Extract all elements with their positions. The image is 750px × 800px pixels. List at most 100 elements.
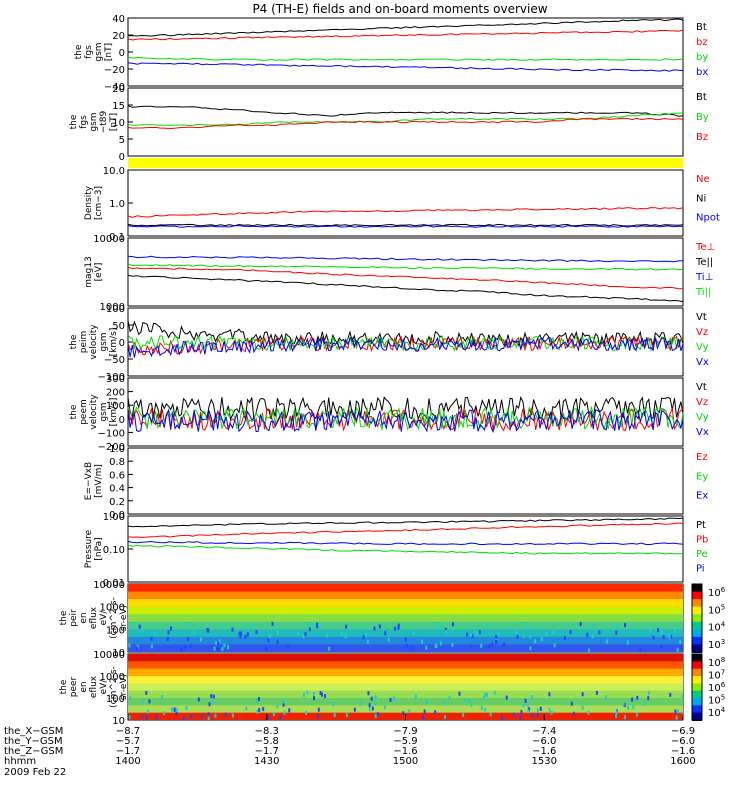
heatmap-band [128, 668, 683, 677]
colorbar-segment [692, 644, 702, 653]
heatmap-cell [186, 636, 189, 641]
heatmap-cell [317, 714, 320, 719]
y-tick-label: 10000 [93, 580, 125, 591]
heatmap-cell [657, 628, 660, 633]
heatmap-cell [359, 701, 362, 706]
legend-entry: Vz [696, 327, 708, 338]
y-tick-label: −100 [98, 372, 125, 383]
heatmap-cell [148, 699, 151, 704]
series-line-by [127, 56, 684, 61]
heatmap-cell [135, 646, 138, 651]
heatmap-cell [167, 630, 170, 635]
panel-4: 100 50 0 −50 −100 the peim velocity gsm [km/s] Vt V… [69, 304, 709, 383]
y-tick-label: 1.0 [109, 199, 125, 210]
heatmap-cell [636, 695, 639, 700]
heatmap-cell [271, 621, 274, 626]
heatmap-cell [250, 624, 253, 629]
heatmap-cell [265, 646, 268, 651]
legend-entry: Bt [696, 22, 707, 33]
colorbar-segment [692, 683, 702, 692]
heatmap-cell [221, 647, 224, 652]
heatmap-band [128, 698, 683, 707]
series-line-Vy [127, 334, 684, 352]
heatmap-cell [626, 640, 629, 645]
y-axis-label: the [69, 404, 79, 419]
yellow-bar [128, 158, 683, 168]
series-line-Pe [127, 544, 684, 555]
heatmap-cell [679, 644, 682, 649]
heatmap-cell [128, 643, 131, 648]
heatmap-cell [414, 694, 417, 699]
heatmap-cell [581, 692, 584, 697]
heatmap-cell [405, 643, 408, 648]
heatmap-cell [312, 696, 315, 701]
heatmap-cell [193, 630, 196, 635]
heatmap-cell [317, 625, 320, 630]
heatmap-cell [491, 642, 494, 647]
y-tick-label: 0 [119, 152, 125, 163]
heatmap-cell [522, 703, 525, 708]
heatmap-cell [425, 700, 428, 705]
heatmap-cell [199, 637, 202, 642]
heatmap-cell [374, 714, 377, 719]
heatmap-cell [422, 715, 425, 720]
x-row-value: −6.9 [671, 726, 695, 737]
y-axis-label: the [59, 610, 69, 625]
y-tick-label: 10 [112, 118, 125, 129]
x-row-value: 1500 [393, 756, 418, 767]
heatmap-cell [676, 709, 679, 714]
colorbar-segment [692, 690, 702, 699]
heatmap-cell [540, 637, 543, 642]
heatmap-cell [434, 710, 437, 715]
colorbar-tick-label: 104 [708, 706, 726, 719]
heatmap-cell [563, 636, 566, 641]
heatmap-cell [207, 716, 210, 720]
heatmap-cell [411, 646, 414, 651]
x-row-value: −5.9 [393, 736, 417, 747]
y-axis-label: the [74, 44, 84, 59]
heatmap-cell [527, 709, 530, 714]
heatmap-band [128, 661, 683, 670]
heatmap-cell [231, 627, 234, 632]
heatmap-cell [201, 714, 204, 719]
heatmap-cell [366, 639, 369, 644]
heatmap-cell [212, 700, 215, 705]
series-line-Te|| [127, 274, 684, 303]
series-line-Vx [127, 336, 684, 358]
heatmap-cell [627, 705, 630, 710]
heatmap-cell [662, 635, 665, 640]
heatmap-cell [397, 623, 400, 628]
heatmap-cell [484, 707, 487, 712]
heatmap-cell [286, 645, 289, 650]
heatmap-cell [304, 632, 307, 637]
heatmap-cell [389, 697, 392, 702]
y-axis-label: eflux [89, 675, 99, 698]
heatmap-cell [185, 705, 188, 710]
heatmap-cell [615, 630, 618, 635]
legend-entry: bz [696, 37, 708, 48]
legend-entry: Ti⊥ [695, 272, 713, 283]
panel-3: 10000 1000 mag13 [eV] Te⊥ Te|| Ti⊥ Ti|| [84, 234, 715, 313]
heatmap-cell [639, 647, 642, 652]
colorbar-segment [692, 698, 702, 707]
heatmap-cell [384, 631, 387, 636]
y-axis-label: [mV/m] [94, 464, 104, 498]
colorbar-segment [692, 661, 702, 670]
heatmap-cell [586, 632, 589, 637]
heatmap-cell [282, 702, 285, 707]
heatmap-cell [208, 702, 211, 707]
heatmap-cell [436, 622, 439, 627]
heatmap-cell [207, 712, 210, 717]
series-line-Ti|| [127, 263, 684, 271]
heatmap-cell [434, 643, 437, 648]
heatmap-cell [404, 637, 407, 642]
heatmap-cell [548, 707, 551, 712]
heatmap-cell [669, 692, 672, 697]
heatmap-cell [374, 695, 377, 700]
legend-entry: Bz [696, 132, 708, 143]
colorbar-segment [692, 599, 702, 608]
heatmap-cell [262, 706, 265, 711]
heatmap-cell [345, 712, 348, 717]
y-axis-label: [nPa] [94, 537, 104, 560]
x-row-value: 1600 [670, 756, 695, 767]
